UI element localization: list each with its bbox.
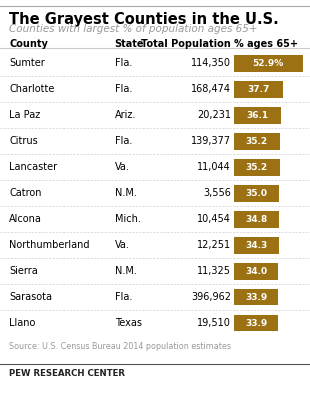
Text: Sumter: Sumter xyxy=(9,58,45,68)
Text: 168,474: 168,474 xyxy=(191,84,231,94)
Text: Fla.: Fla. xyxy=(115,136,132,146)
FancyBboxPatch shape xyxy=(234,81,283,98)
FancyBboxPatch shape xyxy=(234,107,281,124)
Text: 35.0: 35.0 xyxy=(246,189,268,198)
Text: Source: U.S. Census Bureau 2014 population estimates: Source: U.S. Census Bureau 2014 populati… xyxy=(9,342,231,351)
Text: State: State xyxy=(115,39,144,49)
Text: 396,962: 396,962 xyxy=(191,292,231,302)
Text: The Grayest Counties in the U.S.: The Grayest Counties in the U.S. xyxy=(9,12,279,27)
FancyBboxPatch shape xyxy=(234,55,303,72)
FancyBboxPatch shape xyxy=(234,211,279,228)
Text: Sierra: Sierra xyxy=(9,266,38,276)
Text: County: County xyxy=(9,39,48,49)
Text: Fla.: Fla. xyxy=(115,58,132,68)
Text: 33.9: 33.9 xyxy=(245,292,267,301)
Text: 52.9%: 52.9% xyxy=(253,59,284,68)
Text: 34.0: 34.0 xyxy=(245,266,267,275)
Text: 35.2: 35.2 xyxy=(246,163,268,172)
Text: Charlotte: Charlotte xyxy=(9,84,55,94)
Text: 33.9: 33.9 xyxy=(245,319,267,327)
Text: Northumberland: Northumberland xyxy=(9,240,90,250)
Text: N.M.: N.M. xyxy=(115,188,137,198)
Text: N.M.: N.M. xyxy=(115,266,137,276)
Text: Va.: Va. xyxy=(115,162,130,172)
Text: 20,231: 20,231 xyxy=(197,110,231,120)
Text: 35.2: 35.2 xyxy=(246,137,268,146)
Text: 114,350: 114,350 xyxy=(191,58,231,68)
Text: Total Population: Total Population xyxy=(141,39,231,49)
Text: 3,556: 3,556 xyxy=(203,188,231,198)
FancyBboxPatch shape xyxy=(234,237,278,253)
Text: Sarasota: Sarasota xyxy=(9,292,52,302)
Text: % ages 65+: % ages 65+ xyxy=(234,39,298,49)
Text: PEW RESEARCH CENTER: PEW RESEARCH CENTER xyxy=(9,369,125,378)
FancyBboxPatch shape xyxy=(234,263,278,279)
Text: Mich.: Mich. xyxy=(115,214,140,224)
Text: 12,251: 12,251 xyxy=(197,240,231,250)
Text: La Paz: La Paz xyxy=(9,110,41,120)
Text: Alcona: Alcona xyxy=(9,214,42,224)
FancyBboxPatch shape xyxy=(234,133,280,150)
Text: 19,510: 19,510 xyxy=(197,318,231,328)
Text: 11,044: 11,044 xyxy=(197,162,231,172)
Text: Citrus: Citrus xyxy=(9,136,38,146)
Text: Counties with largest % of population ages 65+: Counties with largest % of population ag… xyxy=(9,24,258,33)
Text: Catron: Catron xyxy=(9,188,42,198)
Text: Lancaster: Lancaster xyxy=(9,162,57,172)
Text: 36.1: 36.1 xyxy=(246,111,268,120)
Text: Ariz.: Ariz. xyxy=(115,110,136,120)
FancyBboxPatch shape xyxy=(234,288,278,305)
Text: 34.3: 34.3 xyxy=(245,241,268,250)
Text: Llano: Llano xyxy=(9,318,36,328)
Text: Va.: Va. xyxy=(115,240,130,250)
Text: 37.7: 37.7 xyxy=(247,85,270,94)
Text: 11,325: 11,325 xyxy=(197,266,231,276)
FancyBboxPatch shape xyxy=(234,185,279,202)
FancyBboxPatch shape xyxy=(234,314,278,331)
Text: 10,454: 10,454 xyxy=(197,214,231,224)
Text: Fla.: Fla. xyxy=(115,292,132,302)
FancyBboxPatch shape xyxy=(234,159,280,176)
Text: 34.8: 34.8 xyxy=(246,215,268,224)
Text: 139,377: 139,377 xyxy=(191,136,231,146)
Text: Texas: Texas xyxy=(115,318,142,328)
Text: Fla.: Fla. xyxy=(115,84,132,94)
